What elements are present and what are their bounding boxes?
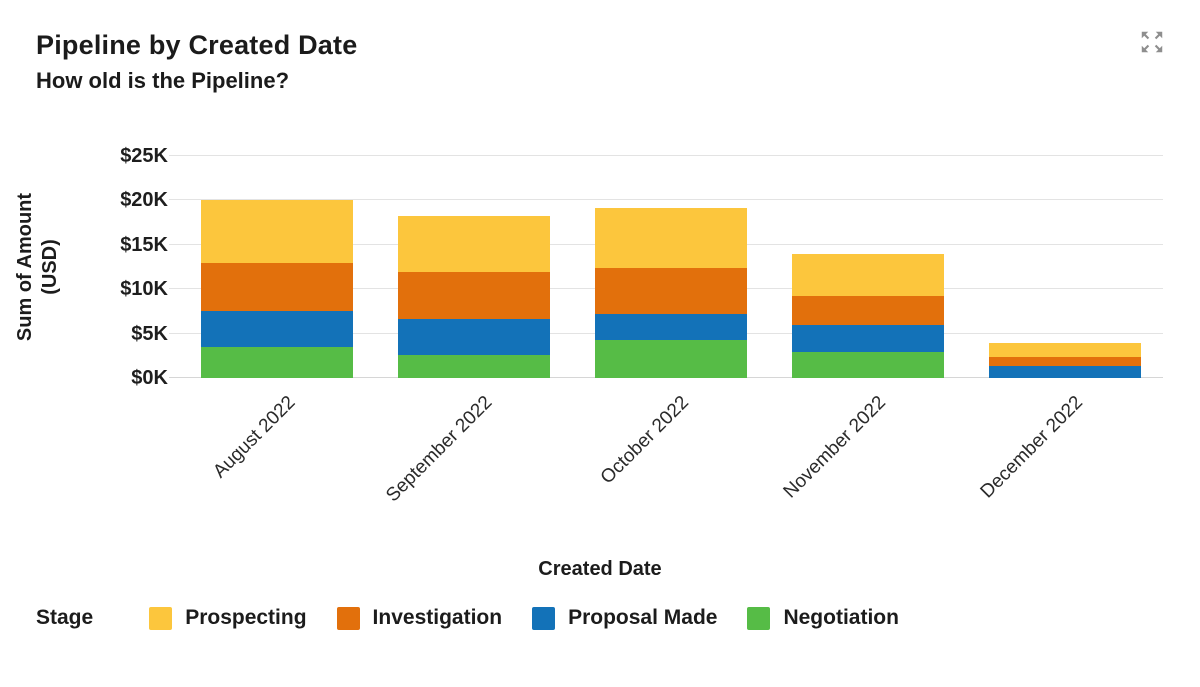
y-axis-tick-labels: $0K $5K $10K $15K $20K $25K — [88, 145, 168, 389]
bar-segment-proposal-made-august-2022[interactable] — [200, 310, 353, 347]
y-axis-title: Sum of Amount (USD) — [14, 192, 61, 342]
plot-area — [169, 155, 1163, 378]
legend-swatch-proposal-made — [532, 606, 556, 630]
bar-segment-investigation-august-2022[interactable] — [200, 262, 353, 311]
legend-item-proposal-made[interactable]: Proposal Made — [532, 606, 717, 630]
x-category-label-september-2022: September 2022 — [382, 392, 497, 507]
bar-segment-negotiation-october-2022[interactable] — [594, 339, 747, 378]
bar-segment-investigation-october-2022[interactable] — [594, 267, 747, 315]
x-category-label-october-2022: October 2022 — [597, 392, 694, 489]
bar-september-2022[interactable] — [397, 215, 550, 378]
y-tick-label-0k: $0K — [131, 367, 168, 389]
bar-october-2022[interactable] — [594, 207, 747, 378]
y-tick-label-25k: $25K — [120, 145, 168, 167]
legend: Stage Prospecting Investigation Proposal M… — [36, 606, 929, 630]
legend-label-investigation: Investigation — [372, 606, 503, 629]
legend-swatch-negotiation — [747, 606, 771, 630]
bar-segment-negotiation-august-2022[interactable] — [200, 346, 353, 378]
bar-segment-prospecting-november-2022[interactable] — [791, 253, 944, 297]
legend-item-prospecting[interactable]: Prospecting — [149, 606, 307, 630]
legend-item-investigation[interactable]: Investigation — [336, 606, 503, 630]
bar-segment-prospecting-september-2022[interactable] — [397, 215, 550, 273]
x-axis-tick-labels: August 2022 September 2022 October 2022 Nov… — [178, 156, 1163, 506]
bar-november-2022[interactable] — [791, 253, 944, 378]
bar-december-2022[interactable] — [988, 343, 1141, 378]
x-category-label-december-2022: December 2022 — [976, 392, 1088, 503]
bar-segment-negotiation-november-2022[interactable] — [791, 352, 944, 378]
legend-title: Stage — [36, 606, 94, 629]
page-title: Pipeline by Created Date — [36, 30, 358, 60]
legend-label-proposal-made: Proposal Made — [568, 606, 718, 629]
bar-segment-prospecting-december-2022[interactable] — [988, 343, 1141, 357]
legend-label-prospecting: Prospecting — [185, 606, 307, 629]
legend-swatch-prospecting — [149, 606, 173, 630]
legend-label-negotiation: Negotiation — [783, 606, 899, 629]
bar-segment-proposal-made-november-2022[interactable] — [791, 324, 944, 353]
legend-items: Prospecting Investigation Proposal Made Neg… — [149, 606, 929, 630]
gridline-20k — [169, 199, 1163, 201]
bar-segment-proposal-made-october-2022[interactable] — [594, 314, 747, 340]
y-tick-label-10k: $10K — [120, 278, 168, 301]
x-category-label-august-2022: August 2022 — [209, 392, 300, 483]
legend-swatch-investigation — [336, 606, 360, 630]
bar-segment-investigation-november-2022[interactable] — [791, 296, 944, 325]
bar-segment-proposal-made-december-2022[interactable] — [988, 366, 1141, 378]
bar-segment-investigation-september-2022[interactable] — [397, 272, 550, 319]
bar-segment-prospecting-august-2022[interactable] — [200, 200, 353, 263]
x-category-label-november-2022: November 2022 — [779, 392, 891, 503]
page-subtitle: How old is the Pipeline? — [36, 68, 290, 93]
bar-segment-investigation-december-2022[interactable] — [988, 356, 1141, 367]
y-tick-label-20k: $20K — [120, 189, 168, 212]
bar-august-2022[interactable] — [200, 200, 353, 378]
y-tick-label-15k: $15K — [120, 233, 168, 256]
bar-segment-proposal-made-september-2022[interactable] — [397, 318, 550, 355]
bar-segment-negotiation-september-2022[interactable] — [397, 354, 550, 378]
y-tick-label-5k: $5K — [131, 322, 168, 345]
bar-segment-prospecting-october-2022[interactable] — [594, 207, 747, 268]
x-axis-title: Created Date — [538, 558, 662, 580]
legend-item-negotiation[interactable]: Negotiation — [747, 606, 899, 630]
gridline-25k — [169, 155, 1163, 156]
